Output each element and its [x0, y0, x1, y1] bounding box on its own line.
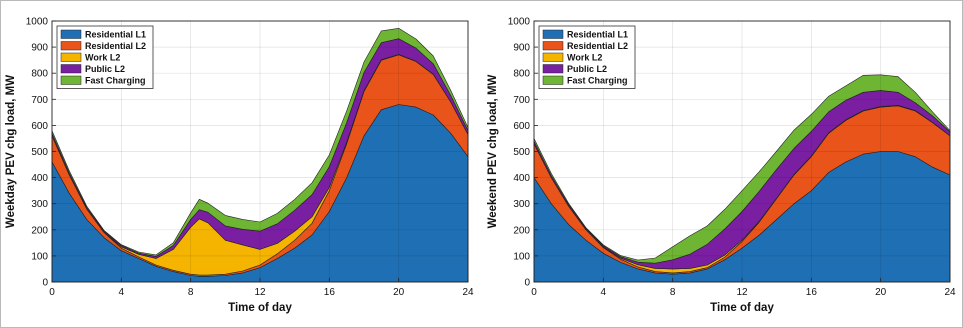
- x-tick-label: 4: [119, 287, 125, 298]
- legend-swatch: [542, 52, 564, 62]
- chart-panel-2: 0 100 200 300 400 500 600 700 800 900 1000 0 4 8 12 16 2…: [487, 17, 956, 315]
- y-tick-label: 400: [513, 173, 530, 184]
- x-tick-label: 24: [462, 287, 474, 298]
- legend-label: Work L2: [567, 53, 602, 63]
- y-tick-label: 0: [42, 278, 48, 289]
- y-tick-label: 900: [31, 43, 48, 54]
- legend-swatch: [60, 41, 82, 51]
- x-tick-label: 12: [736, 287, 748, 298]
- legend-label: Residential L2: [567, 41, 628, 51]
- y-tick-label: 500: [513, 147, 530, 158]
- y-axis-label: Weekend PEV chg load, MW: [487, 74, 499, 228]
- y-tick-label: 100: [513, 251, 530, 262]
- legend-label: Residential L1: [567, 30, 628, 40]
- y-tick-label: 800: [31, 69, 48, 80]
- legend-swatch: [542, 75, 564, 85]
- legend-swatch: [60, 52, 82, 62]
- y-tick-label: 200: [31, 225, 48, 236]
- chart-panel-1: 0 100 200 300 400 500 600 700 800 900 1000 0 4 8 12 16 2…: [5, 17, 474, 315]
- x-tick-label: 4: [601, 287, 607, 298]
- y-tick-label: 800: [513, 69, 530, 80]
- y-tick-label: 600: [513, 121, 530, 132]
- y-tick-label: 600: [31, 121, 48, 132]
- x-tick-label: 20: [393, 287, 405, 298]
- legend-label: Public L2: [567, 64, 607, 74]
- y-tick-label: 400: [31, 173, 48, 184]
- legend-swatch: [60, 29, 82, 39]
- x-tick-label: 16: [324, 287, 336, 298]
- legend-swatch: [542, 41, 564, 51]
- y-tick-label: 900: [513, 43, 530, 54]
- legend-label: Fast Charging: [85, 76, 146, 86]
- x-tick-label: 0: [49, 287, 55, 298]
- legend-swatch: [542, 29, 564, 39]
- legend-label: Fast Charging: [567, 76, 628, 86]
- legend-label: Residential L1: [85, 30, 146, 40]
- x-axis-label: Time of day: [710, 302, 774, 314]
- x-tick-label: 8: [670, 287, 676, 298]
- y-tick-label: 200: [513, 225, 530, 236]
- y-tick-label: 300: [31, 199, 48, 210]
- y-tick-label: 500: [31, 147, 48, 158]
- y-tick-label: 1000: [508, 17, 531, 28]
- y-tick-label: 0: [524, 278, 530, 289]
- legend-swatch: [60, 75, 82, 85]
- y-tick-label: 100: [31, 251, 48, 262]
- x-tick-label: 16: [806, 287, 818, 298]
- y-tick-label: 300: [513, 199, 530, 210]
- legend-label: Public L2: [85, 64, 125, 74]
- legend-swatch: [542, 64, 564, 74]
- legend-label: Work L2: [85, 53, 120, 63]
- x-tick-label: 12: [254, 287, 266, 298]
- legend-swatch: [60, 64, 82, 74]
- y-tick-label: 1000: [26, 17, 49, 28]
- x-tick-label: 20: [875, 287, 887, 298]
- x-tick-label: 8: [188, 287, 194, 298]
- x-tick-label: 0: [531, 287, 537, 298]
- y-tick-label: 700: [513, 95, 530, 106]
- y-axis-label: Weekday PEV chg load, MW: [5, 75, 17, 228]
- legend-label: Residential L2: [85, 41, 146, 51]
- x-tick-label: 24: [944, 287, 956, 298]
- y-tick-label: 700: [31, 95, 48, 106]
- x-axis-label: Time of day: [228, 302, 292, 314]
